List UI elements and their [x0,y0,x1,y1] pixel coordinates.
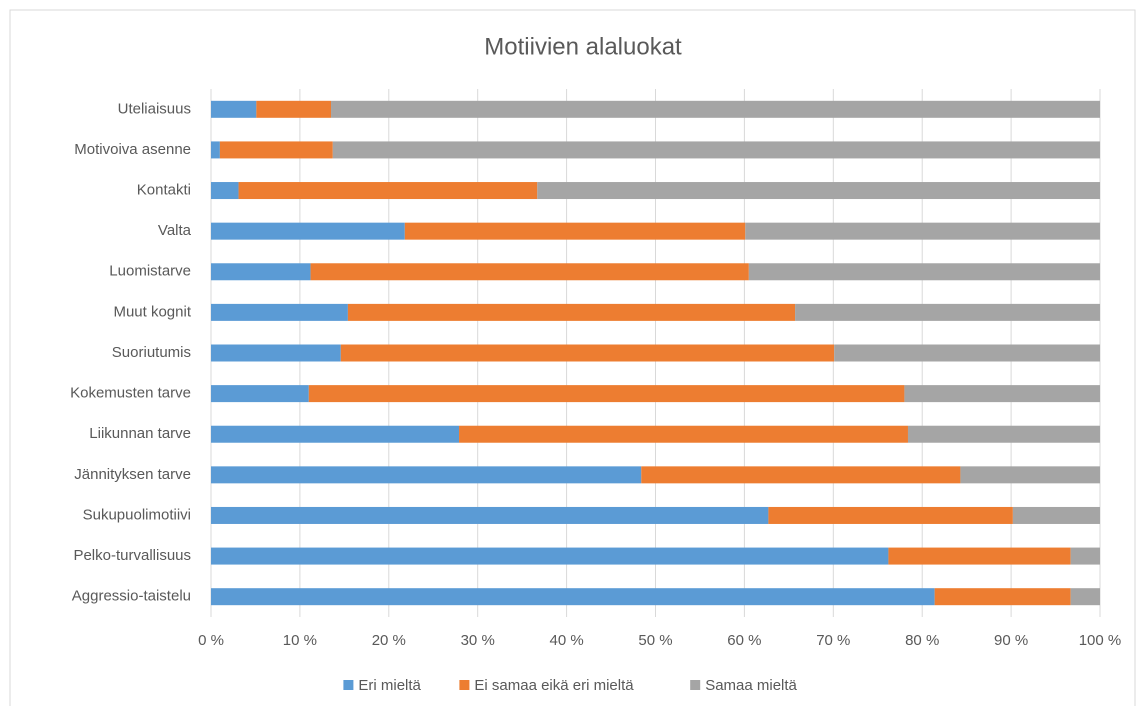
legend-label: Ei samaa eikä eri mieltä [474,677,634,694]
legend-swatch [459,680,470,690]
bar-segment [1012,506,1100,524]
legend-label: Samaa mieltä [705,677,797,694]
bar-segment [834,344,1100,362]
bar-segment [211,303,348,321]
bar-segment [641,466,961,484]
y-tick-label: Kontakti [137,182,191,199]
bar-segment [219,141,333,159]
bar-segment [745,222,1100,240]
bar-segment [748,263,1100,281]
y-tick-label: Jännityksen tarve [74,466,191,483]
bar-segment [1070,588,1100,606]
bar-segment [211,141,220,159]
bar-segment [256,100,332,118]
chart-title: Motiivien alaluokat [484,33,682,60]
bar-segment [211,547,889,565]
bar-segment [768,506,1013,524]
y-tick-label: Luomistarve [109,263,191,280]
x-tick-label: 30 % [461,632,495,649]
bar-segment [310,263,749,281]
bar-segment [211,466,642,484]
bar-segment [907,425,1100,443]
legend-swatch [690,680,701,690]
bar-segment [211,588,935,606]
x-tick-label: 70 % [816,632,850,649]
x-tick-label: 40 % [549,632,583,649]
bar-segment [308,385,905,403]
bar-segment [960,466,1100,484]
x-tick-label: 0 % [198,632,224,649]
bar-segment [331,100,1100,118]
bar-segment [404,222,746,240]
bar-segment [1070,547,1100,565]
y-tick-label: Pelko-turvallisuus [73,547,191,564]
y-tick-label: Sukupuolimotiivi [83,506,191,523]
y-tick-label: Motivoiva asenne [74,141,191,158]
bar-segment [459,425,908,443]
bar-segment [347,303,796,321]
x-tick-label: 50 % [638,632,672,649]
bar-segment [211,263,311,281]
bar-segment [211,100,257,118]
bar-segment [211,506,769,524]
y-tick-label: Muut kognit [113,303,191,320]
bar-segment [211,344,341,362]
y-tick-label: Aggressio-taistelu [72,588,191,605]
bar-segment [888,547,1071,565]
x-tick-label: 10 % [283,632,317,649]
y-tick-label: Liikunnan tarve [89,425,191,442]
x-tick-label: 90 % [994,632,1028,649]
bar-segment [537,182,1100,200]
y-tick-label: Uteliaisuus [118,100,191,117]
bar-segment [211,385,309,403]
x-tick-label: 60 % [727,632,761,649]
y-tick-label: Valta [158,222,192,239]
bar-segment [211,425,460,443]
bar-segment [211,182,239,200]
y-tick-label: Suoriutumis [112,344,191,361]
legend-swatch [343,680,354,690]
x-tick-label: 80 % [905,632,939,649]
x-tick-label: 100 % [1079,632,1122,649]
bar-segment [340,344,835,362]
y-tick-label: Kokemusten tarve [70,385,191,402]
x-tick-label: 20 % [372,632,406,649]
bar-segment [332,141,1101,159]
bar-segment [795,303,1100,321]
bar-segment [211,222,405,240]
bar-segment [934,588,1071,606]
bar-segment [238,182,538,200]
bar-segment [904,385,1100,403]
legend-label: Eri mieltä [358,677,421,694]
